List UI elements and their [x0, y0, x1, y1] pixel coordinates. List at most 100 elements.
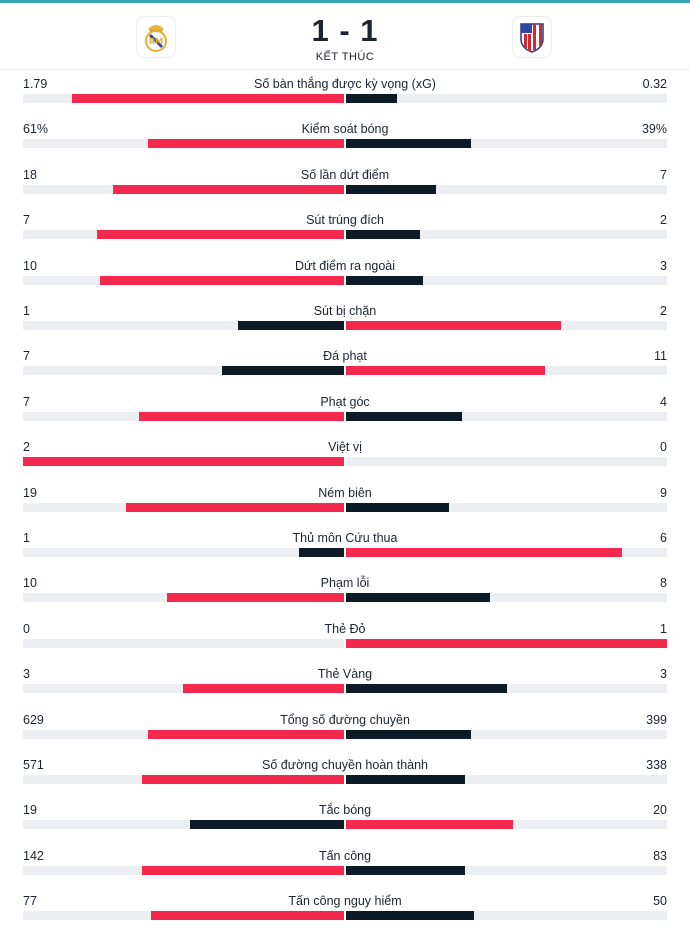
home-bar-fill — [167, 593, 344, 603]
away-value: 1 — [660, 621, 667, 636]
stat-name: Số bàn thắng được kỳ vọng (xG) — [254, 77, 436, 91]
away-bar-track — [346, 638, 667, 648]
away-value: 3 — [660, 258, 667, 273]
away-bar-track — [346, 411, 667, 421]
stat-row: 1.79 Số bàn thắng được kỳ vọng (xG) 0.32 — [0, 72, 690, 118]
stat-row: 1 Sút bị chặn 2 — [0, 299, 690, 345]
home-value: 1 — [23, 531, 30, 545]
stat-row: 7 Phạt góc 4 — [0, 390, 690, 436]
away-bar-fill — [346, 684, 507, 694]
away-value: 50 — [653, 894, 667, 909]
stat-row: 571 Số đường chuyền hoàn thành 338 — [0, 753, 690, 799]
away-bar-track — [346, 184, 667, 194]
away-value: 7 — [660, 167, 667, 182]
stat-name: Thủ môn Cứu thua — [292, 531, 398, 545]
home-bar-track — [23, 184, 344, 194]
home-bar-fill — [238, 321, 344, 330]
stat-row: 2 Việt vị 0 — [0, 435, 690, 481]
home-bar-track — [23, 638, 344, 648]
real-madrid-crest-icon: RM — [145, 25, 167, 52]
away-value: 399 — [646, 712, 667, 727]
away-bar-fill — [346, 638, 667, 648]
home-bar-track — [23, 366, 344, 376]
home-value: 571 — [23, 758, 44, 772]
away-bar-fill — [346, 775, 465, 784]
home-bar-fill — [151, 911, 344, 921]
home-bar-track — [23, 321, 344, 330]
home-bar-fill — [100, 275, 344, 285]
home-bar-track — [23, 865, 344, 875]
home-bar-fill — [97, 230, 344, 240]
away-bar-track — [346, 820, 667, 830]
away-value: 3 — [660, 667, 667, 682]
stat-name: Tổng số đường chuyền — [280, 712, 410, 727]
stat-name: Kiểm soát bóng — [301, 122, 389, 137]
away-value: 11 — [654, 349, 667, 364]
stat-row: 61% Kiểm soát bóng 39% — [0, 117, 690, 163]
home-bar-fill — [139, 411, 344, 421]
stat-row: 629 Tổng số đường chuyền 399 — [0, 708, 690, 754]
away-bar-track — [346, 729, 667, 739]
home-bar-fill — [299, 548, 344, 557]
home-value: 10 — [23, 576, 37, 591]
home-value: 2 — [23, 440, 30, 455]
home-bar-track — [23, 275, 344, 285]
away-value: 2 — [660, 304, 667, 318]
home-bar-fill — [23, 457, 344, 467]
home-value: 19 — [23, 485, 37, 500]
match-status: KẾT THÚC — [315, 51, 375, 63]
away-bar-fill — [346, 366, 545, 376]
away-bar-track — [346, 321, 667, 330]
stat-row: 10 Phạm lỗi 8 — [0, 571, 690, 617]
match-score: 1 - 1 — [311, 13, 379, 48]
home-bar-track — [23, 729, 344, 739]
home-value: 61% — [23, 122, 49, 137]
stat-name: Số lần dứt điểm — [300, 167, 390, 182]
away-bar-track — [346, 139, 667, 149]
away-bar-fill — [346, 502, 449, 512]
home-bar-track — [23, 94, 344, 103]
home-bar-track — [23, 911, 344, 921]
away-bar-track — [346, 865, 667, 875]
away-bar-fill — [346, 911, 474, 921]
away-bar-fill — [346, 548, 622, 557]
home-value: 0 — [23, 621, 30, 636]
away-value: 6 — [660, 531, 667, 545]
away-value: 39% — [641, 122, 667, 137]
away-bar-fill — [346, 729, 471, 739]
home-value: 7 — [23, 349, 30, 364]
stat-name: Thẻ Đỏ — [324, 621, 366, 636]
stat-row: 0 Thẻ Đỏ 1 — [0, 617, 690, 663]
stat-name: Sút trúng đích — [306, 213, 384, 228]
away-team-logo[interactable] — [512, 16, 552, 58]
away-bar-fill — [346, 275, 423, 285]
away-bar-fill — [346, 94, 397, 103]
away-value: 83 — [653, 848, 667, 863]
stat-name: Đá phạt — [323, 349, 367, 364]
home-value: 7 — [23, 394, 30, 409]
home-team-logo[interactable]: RM — [136, 16, 176, 58]
home-value: 3 — [23, 667, 30, 682]
stat-name: Tấn công — [318, 848, 372, 863]
top-accent-line — [0, 0, 690, 3]
home-bar-fill — [148, 139, 344, 149]
away-value: 0.32 — [642, 77, 667, 91]
away-bar-track — [346, 684, 667, 694]
home-bar-track — [23, 502, 344, 512]
away-bar-track — [346, 593, 667, 603]
stat-name: Tắc bóng — [318, 803, 372, 818]
away-value: 8 — [660, 576, 667, 591]
stat-row: 7 Sút trúng đích 2 — [0, 208, 690, 254]
away-bar-track — [346, 275, 667, 285]
away-value: 0 — [660, 440, 667, 455]
home-bar-fill — [72, 94, 344, 103]
away-bar-fill — [346, 139, 471, 149]
away-bar-fill — [346, 184, 436, 194]
home-value: 1 — [23, 304, 30, 318]
away-bar-track — [346, 775, 667, 784]
home-bar-track — [23, 775, 344, 784]
home-bar-track — [23, 684, 344, 694]
stat-row: 3 Thẻ Vàng 3 — [0, 662, 690, 708]
stat-name: Ném biên — [318, 485, 372, 500]
away-bar-fill — [346, 321, 561, 330]
